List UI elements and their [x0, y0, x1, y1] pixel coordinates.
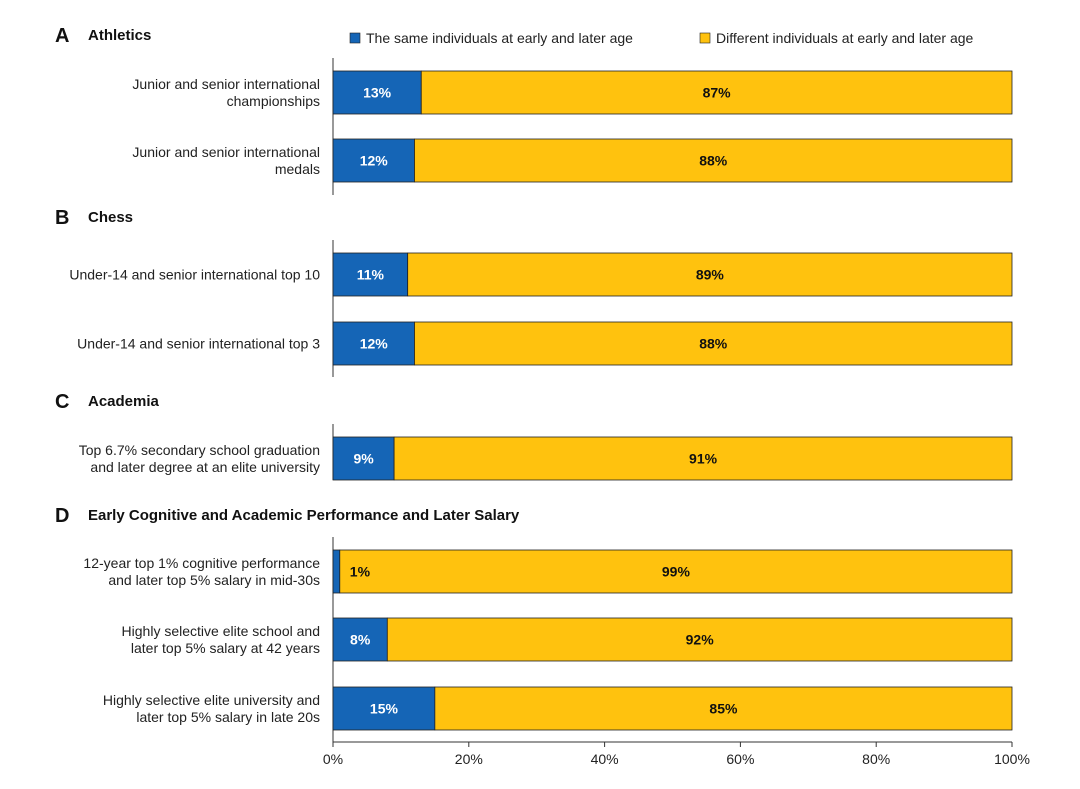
bar-segment-same — [332, 321, 415, 366]
bar-segment-different — [414, 138, 1013, 183]
bar-segment-different — [339, 549, 1013, 594]
value-label-different: 85% — [709, 701, 738, 717]
row-label: medals — [275, 161, 320, 177]
bar-segment-same — [332, 686, 436, 731]
panel-c: C Academia Top 6.7% secondary school gradu… — [55, 391, 1013, 481]
row-label: Highly selective elite school and — [122, 623, 320, 639]
bar-segment-different — [414, 321, 1013, 366]
row-label: championships — [227, 93, 320, 109]
bar-segment-different — [434, 686, 1013, 731]
value-label-same: 12% — [360, 336, 389, 352]
legend-swatch-different — [699, 32, 711, 44]
panel-letter: A — [55, 25, 69, 47]
value-label-different: 88% — [699, 336, 728, 352]
value-label-same: 11% — [357, 267, 385, 283]
row-label: 12-year top 1% cognitive performance — [83, 555, 320, 571]
legend-label-same: The same individuals at early and later … — [366, 30, 633, 46]
bar-segment-different — [386, 617, 1013, 662]
panel-b: B Chess Under-14 and senior international … — [55, 207, 1013, 377]
panel-title: Athletics — [88, 27, 151, 44]
value-label-different: 92% — [686, 632, 715, 648]
row-label: Junior and senior international — [132, 76, 320, 92]
legend-swatch-same — [349, 32, 361, 44]
panel-a: A Athletics Junior and senior internationa… — [55, 25, 1013, 195]
panel-title: Early Cognitive and Academic Performance… — [88, 507, 520, 524]
bar-row: Under-14 and senior international top 10… — [69, 252, 1013, 297]
value-label-different: 89% — [696, 267, 725, 283]
value-label-same: 13% — [363, 85, 392, 101]
value-label-same: 9% — [353, 451, 374, 467]
value-label-same: 12% — [360, 153, 389, 169]
panel-letter: C — [55, 391, 69, 413]
panel-d: D Early Cognitive and Academic Performanc… — [55, 505, 1013, 742]
panel-letter: B — [55, 207, 69, 229]
bar-segment-same — [332, 617, 388, 662]
row-label: later top 5% salary at 42 years — [131, 640, 320, 656]
legend-label-different: Different individuals at early and later… — [716, 30, 974, 46]
x-tick-label: 40% — [591, 751, 619, 767]
x-tick-label: 20% — [455, 751, 483, 767]
value-label-same: 1% — [350, 564, 371, 580]
value-label-different: 87% — [703, 85, 732, 101]
bar-row: Highly selective elite university andlat… — [103, 686, 1013, 731]
value-label-same: 15% — [370, 701, 399, 717]
panel-letter: D — [55, 505, 69, 527]
row-label: later top 5% salary in late 20s — [136, 709, 320, 725]
x-tick-label: 100% — [994, 751, 1030, 767]
row-label: Under-14 and senior international top 3 — [77, 336, 320, 352]
bar-segment-different — [393, 436, 1013, 481]
panel-title: Academia — [88, 393, 160, 410]
bar-row: 12-year top 1% cognitive performanceand … — [83, 549, 1013, 594]
legend: The same individuals at early and later … — [349, 30, 974, 46]
x-tick-label: 80% — [862, 751, 890, 767]
bar-row: Top 6.7% secondary school graduationand … — [79, 436, 1013, 481]
bar-segment-different — [420, 70, 1013, 115]
row-label: and later top 5% salary in mid-30s — [108, 572, 320, 588]
bar-row: Junior and senior internationalchampions… — [132, 70, 1013, 115]
row-label: Top 6.7% secondary school graduation — [79, 442, 320, 458]
bar-segment-same — [332, 436, 395, 481]
value-label-same: 8% — [350, 632, 371, 648]
panel-title: Chess — [88, 209, 133, 226]
bar-segment-same — [332, 549, 341, 594]
bar-segment-different — [407, 252, 1013, 297]
value-label-different: 91% — [689, 451, 718, 467]
bar-row: Under-14 and senior international top 3 1… — [77, 321, 1013, 366]
row-label: Junior and senior international — [132, 144, 320, 160]
row-label: Under-14 and senior international top 10 — [69, 267, 320, 283]
chart-panels: A Athletics Junior and senior internationa… — [55, 25, 1013, 742]
x-tick-label: 60% — [726, 751, 754, 767]
value-label-different: 99% — [662, 564, 691, 580]
row-label: and later degree at an elite university — [90, 459, 320, 475]
row-label: Highly selective elite university and — [103, 692, 320, 708]
x-axis: 0% 20% 40% 60% 80% 100% — [323, 741, 1030, 767]
bar-segment-same — [332, 138, 415, 183]
value-label-different: 88% — [699, 153, 728, 169]
x-tick-label: 0% — [323, 751, 343, 767]
